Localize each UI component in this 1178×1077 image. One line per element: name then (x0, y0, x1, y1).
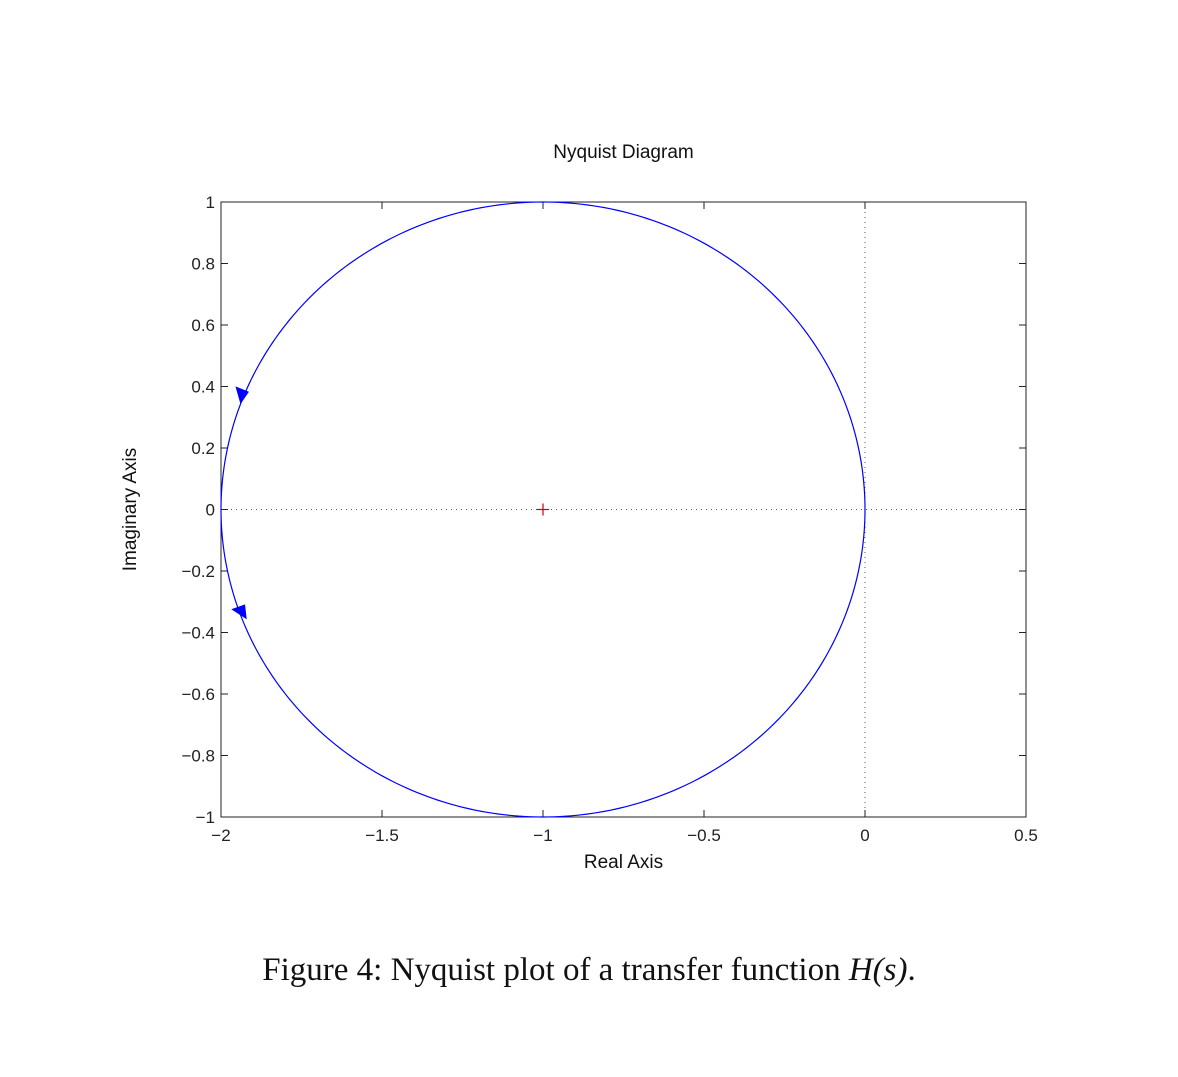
caption-suffix: . (907, 952, 916, 988)
y-axis-label: Imaginary Axis (120, 448, 141, 572)
x-tick-label: 0.5 (1014, 826, 1038, 845)
y-tick-label: 1 (206, 193, 215, 212)
caption-math: H(s) (848, 952, 908, 988)
nyquist-curve (220, 201, 866, 818)
y-tick-label: −0.2 (181, 562, 215, 581)
y-tick-label: 0 (206, 501, 215, 520)
caption-prefix: Figure 4: Nyquist plot of a transfer fun… (262, 952, 849, 988)
figure-caption: Figure 4: Nyquist plot of a transfer fun… (0, 952, 1178, 989)
x-tick-label: −1 (533, 826, 552, 845)
chart-title: Nyquist Diagram (553, 142, 693, 163)
y-tick-label: −0.4 (181, 624, 215, 643)
direction-arrow-2 (231, 604, 247, 620)
x-tick-label: −2 (211, 826, 230, 845)
x-axis-label: Real Axis (584, 852, 663, 873)
y-tick-label: −0.8 (181, 747, 215, 766)
direction-arrow-1 (235, 386, 249, 405)
x-tick-label: 0 (860, 826, 869, 845)
y-tick-label: 0.8 (191, 255, 215, 274)
y-tick-label: 0.2 (191, 439, 215, 458)
nyquist-chart: −2 −1.5 −1 −0.5 0 0.5 −1 −0.8 −0.6 −0.4 −0.2 0 0.2 0.… (120, 142, 1038, 873)
x-tick-label: −1.5 (365, 826, 399, 845)
y-tick-label: 0.4 (191, 378, 215, 397)
x-tick-label: −0.5 (687, 826, 721, 845)
critical-point-marker (537, 503, 549, 516)
y-tick-label: −1 (196, 808, 215, 827)
y-tick-label: 0.6 (191, 316, 215, 335)
y-tick-label: −0.6 (181, 685, 215, 704)
